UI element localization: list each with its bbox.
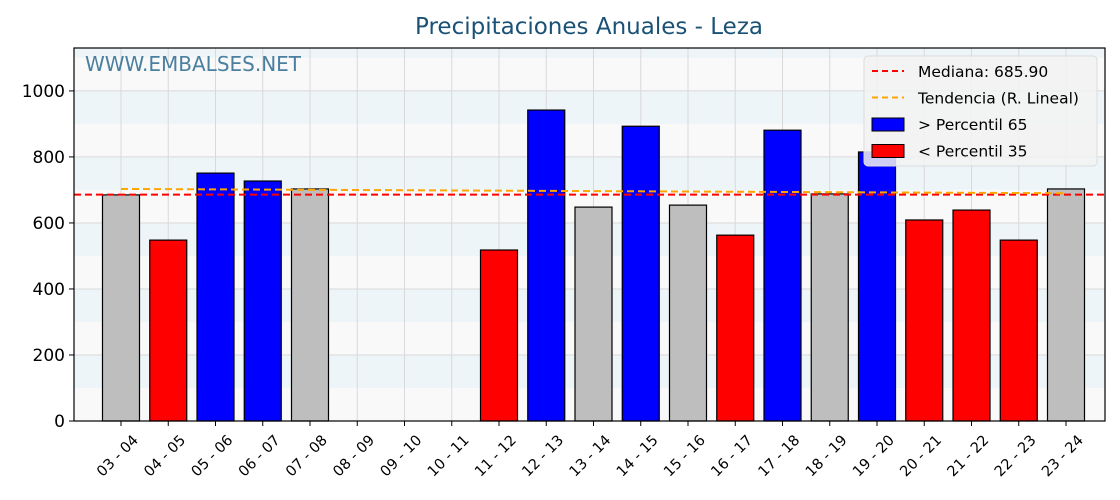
watermark-text: WWW.EMBALSES.NET [85,52,302,76]
legend-box [863,55,1098,167]
bar-05-06 [196,172,235,422]
x-tick-label: 15 - 16 [661,433,709,481]
x-tick-label: 21 - 22 [945,433,993,481]
bar-07-08 [290,188,330,422]
x-tick-label: 22 - 23 [992,433,1040,481]
x-tick-label: 06 - 07 [236,433,284,481]
x-tick-label: 14 - 15 [614,433,662,481]
bar-17-18 [763,129,802,422]
bar-18-19 [810,193,849,422]
x-tick-label: 05 - 06 [189,433,237,481]
x-tick-label: 03 - 04 [94,433,142,481]
x-tick-label: 09 - 10 [378,433,426,481]
legend-swatch-patch [871,117,905,132]
bar-12-13 [527,109,566,422]
legend-label: > Percentil 65 [918,116,1028,134]
bar-22-23 [999,239,1038,422]
x-tick-label: 11 - 12 [472,433,520,481]
x-tick-label: 23 - 24 [1039,433,1087,481]
bar-23-24 [1046,188,1086,422]
bar-11-12 [479,249,519,422]
y-tick-label: 200 [33,346,65,366]
bar-20-21 [905,219,944,422]
x-tick-label: 19 - 20 [850,433,898,481]
legend-label: Tendencia (R. Lineal) [917,90,1079,108]
trend-line [120,187,1067,195]
bar-21-22 [952,209,991,422]
legend-swatch-patch [871,144,905,158]
bar-14-15 [621,125,660,422]
x-tick-label: 13 - 14 [567,433,615,481]
legend-label: Mediana: 685.90 [918,63,1048,81]
y-tick-label: 400 [33,280,65,300]
y-tick-label: 800 [33,148,65,168]
background-band [74,48,1105,58]
x-tick-label: 04 - 05 [141,433,189,481]
legend-label: < Percentil 35 [918,143,1028,161]
bar-16-17 [716,234,755,422]
x-tick-label: 18 - 19 [803,433,851,481]
y-tick-label: 0 [54,412,65,432]
x-tick-label: 07 - 08 [283,433,331,481]
axes-frame [73,47,1106,422]
y-tick-label: 600 [33,214,65,234]
bar-06-07 [243,180,282,422]
x-tick-label: 17 - 18 [756,433,804,481]
bar-04-05 [149,239,188,422]
x-tick-label: 10 - 11 [425,433,473,481]
chart-title: Precipitaciones Anuales - Leza [415,14,763,40]
x-tick-label: 12 - 13 [519,433,567,481]
bar-13-14 [574,206,613,422]
x-tick-label: 16 - 17 [708,433,756,481]
bar-03-04 [101,194,141,422]
y-tick-label: 1000 [22,82,65,102]
x-tick-label: 08 - 09 [330,433,378,481]
plot-area: 0 200 400 600 800 1000 WWW.EMBALSES.NET 03 - 04… [22,47,1106,481]
x-tick-label: 20 - 21 [897,433,945,481]
bar-15-16 [668,204,708,422]
